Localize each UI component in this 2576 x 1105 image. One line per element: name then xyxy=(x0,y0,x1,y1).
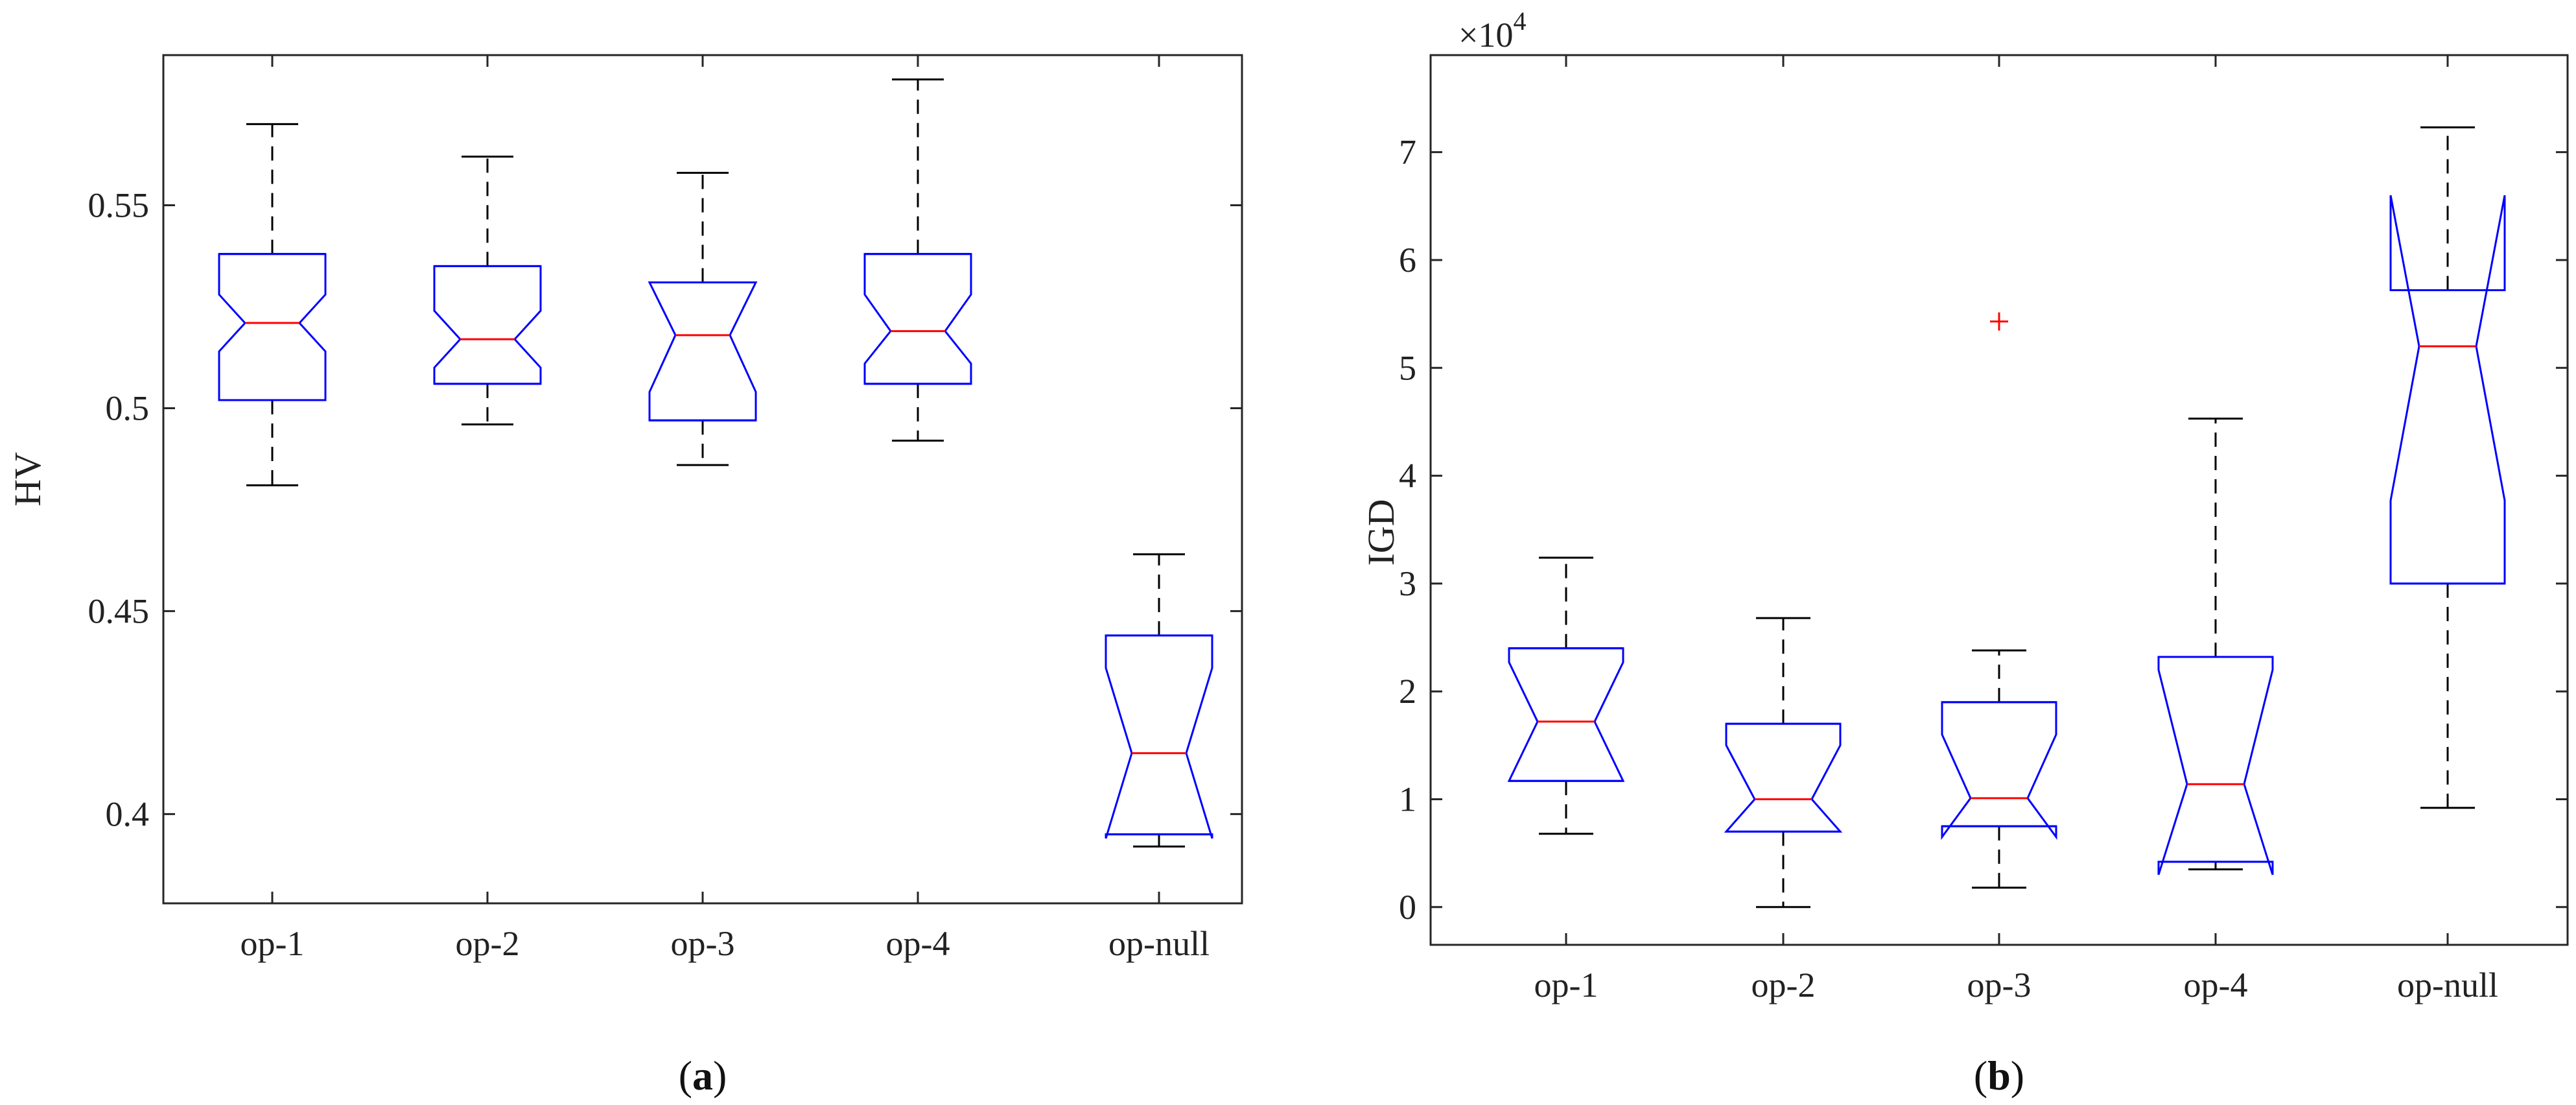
box-op-2 xyxy=(1724,617,1843,909)
y-axis-ticks: 0.4 0.45 0.5 0.55 xyxy=(88,186,1242,833)
x-tick-label-op-1: op-1 xyxy=(1534,966,1598,1004)
x-axis-ticks: op-1 op-2 op-3 op-4 op-null xyxy=(1534,55,2498,1004)
y-axis-label: IGD xyxy=(1360,499,1402,565)
x-tick-label-op-2: op-2 xyxy=(456,924,520,963)
x-tick-label-op-3: op-3 xyxy=(1967,966,2032,1004)
box-op-3 xyxy=(1941,312,2057,889)
panel-label-b: (b) xyxy=(1974,1052,2024,1099)
box-op-1 xyxy=(1507,556,1625,835)
x-tick-label-op-null: op-null xyxy=(2397,966,2498,1004)
x-tick-label-op-null: op-null xyxy=(1108,924,1210,963)
x-tick-label-op-1: op-1 xyxy=(240,924,305,963)
exponent-base: ×10 xyxy=(1458,16,1513,54)
panel-b-igd-boxplot: 0 1 2 3 4 5 6 7 op-1 op-2 op-3 op-4 op-null IGD ×10… xyxy=(1360,6,2569,1099)
box-op-null xyxy=(1105,553,1213,848)
panel-letter-a: a xyxy=(692,1052,713,1099)
x-axis-ticks: op-1 op-2 op-3 op-4 op-null xyxy=(240,55,1210,963)
y-tick-label: 2 xyxy=(1399,672,1416,711)
y-tick-label: 5 xyxy=(1399,348,1416,387)
y-tick-label: 4 xyxy=(1399,457,1416,495)
y-tick-label: 0.5 xyxy=(106,388,150,427)
boxes-group xyxy=(1507,126,2506,909)
x-tick-label-op-4: op-4 xyxy=(886,924,950,963)
box-op-null xyxy=(2389,126,2506,809)
panel-letter-b: b xyxy=(1987,1052,2011,1099)
exponent-power: 4 xyxy=(1513,6,1526,36)
y-tick-label: 3 xyxy=(1399,564,1416,603)
panel-a-hv-boxplot: 0.4 0.45 0.5 0.55 op-1 op-2 op-3 op-4 op-null H… xyxy=(6,54,1243,1099)
y-tick-label: 1 xyxy=(1399,779,1416,818)
y-axis-exponent: ×104 xyxy=(1458,6,1526,54)
box-op-1 xyxy=(218,123,327,486)
y-tick-label: 0.45 xyxy=(88,591,150,630)
box-op-2 xyxy=(433,155,542,426)
x-tick-label-op-4: op-4 xyxy=(2184,966,2248,1004)
y-tick-label: 0.55 xyxy=(88,186,150,225)
box-op-4 xyxy=(2157,417,2274,875)
y-axis-label: HV xyxy=(6,452,49,506)
y-axis-ticks: 0 1 2 3 4 5 6 7 xyxy=(1399,133,2568,927)
x-tick-label-op-3: op-3 xyxy=(671,924,735,963)
y-tick-label: 7 xyxy=(1399,133,1416,172)
box-op-4 xyxy=(863,78,972,442)
panel-label-a: (a) xyxy=(679,1052,727,1099)
x-tick-label-op-2: op-2 xyxy=(1751,966,1816,1004)
y-tick-label: 6 xyxy=(1399,241,1416,279)
boxes-group xyxy=(218,78,1213,848)
box-op-3 xyxy=(648,171,758,466)
y-tick-label: 0 xyxy=(1399,888,1416,927)
y-tick-label: 0.4 xyxy=(106,794,150,833)
